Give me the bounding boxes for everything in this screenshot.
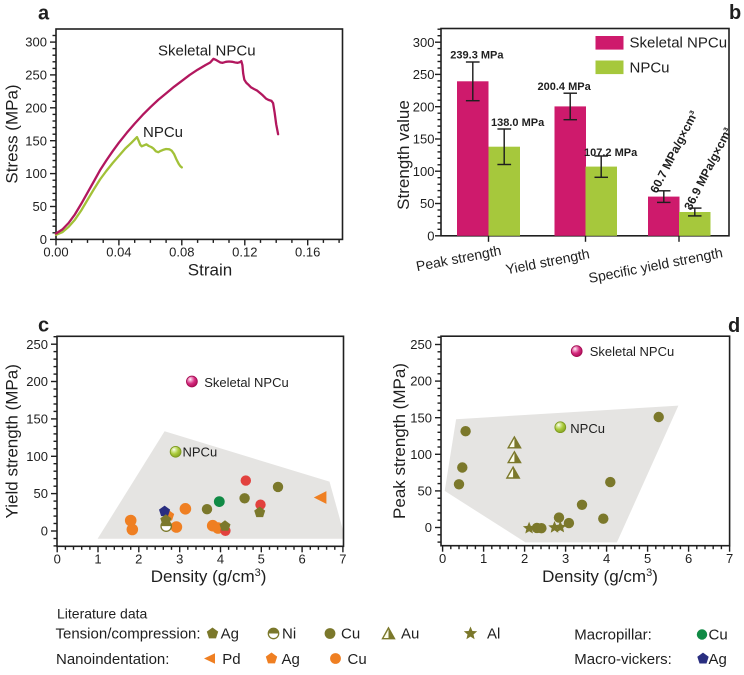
svg-text:150: 150 <box>413 132 435 147</box>
svg-text:2: 2 <box>135 552 142 567</box>
svg-text:Literature data: Literature data <box>57 606 147 622</box>
svg-text:107.2 MPa: 107.2 MPa <box>584 147 638 159</box>
svg-text:Skeletal NPCu: Skeletal NPCu <box>158 43 256 60</box>
svg-text:239.3 MPa: 239.3 MPa <box>450 50 504 62</box>
svg-text:Nanoindentation:: Nanoindentation: <box>56 651 169 668</box>
svg-text:200: 200 <box>410 374 432 389</box>
svg-text:0: 0 <box>40 232 47 247</box>
svg-text:Ag: Ag <box>221 626 239 643</box>
svg-text:50: 50 <box>420 196 434 211</box>
svg-text:Peak strength: Peak strength <box>415 242 503 274</box>
svg-text:Density (g/cm3): Density (g/cm3) <box>151 567 267 586</box>
svg-text:Yield strength (MPa): Yield strength (MPa) <box>3 364 22 518</box>
svg-text:Density (g/cm3): Density (g/cm3) <box>542 567 658 586</box>
svg-text:150: 150 <box>410 410 432 425</box>
svg-text:Al: Al <box>487 626 500 643</box>
svg-text:150: 150 <box>26 412 48 427</box>
svg-text:Strain: Strain <box>188 261 232 280</box>
svg-text:Skeletal NPCu: Skeletal NPCu <box>590 344 675 359</box>
svg-text:Tension/compression:: Tension/compression: <box>56 626 201 643</box>
svg-text:Macro-vickers:: Macro-vickers: <box>574 651 672 668</box>
svg-text:0.16: 0.16 <box>295 245 320 260</box>
svg-text:Cu: Cu <box>348 651 367 668</box>
svg-text:NPCu: NPCu <box>570 421 605 436</box>
svg-text:Skeletal NPCu: Skeletal NPCu <box>630 35 728 52</box>
svg-text:Ni: Ni <box>282 626 296 643</box>
svg-text:Au: Au <box>401 626 419 643</box>
svg-text:6: 6 <box>298 552 305 567</box>
svg-text:138.0 MPa: 138.0 MPa <box>491 117 545 129</box>
svg-text:Yield strength: Yield strength <box>504 245 591 277</box>
svg-text:250: 250 <box>410 337 432 352</box>
svg-text:50: 50 <box>34 486 48 501</box>
svg-text:0: 0 <box>427 228 434 243</box>
svg-text:200: 200 <box>26 374 48 389</box>
svg-text:200.4 MPa: 200.4 MPa <box>538 81 592 93</box>
svg-text:200: 200 <box>25 100 47 115</box>
svg-text:2: 2 <box>521 551 528 566</box>
svg-text:250: 250 <box>26 337 48 352</box>
svg-text:d: d <box>728 315 740 337</box>
svg-text:300: 300 <box>413 35 435 50</box>
svg-text:100: 100 <box>410 447 432 462</box>
svg-text:c: c <box>38 315 49 337</box>
svg-text:7: 7 <box>726 551 733 566</box>
svg-text:0.00: 0.00 <box>43 245 68 260</box>
svg-text:Strength value: Strength value <box>394 100 413 210</box>
svg-text:Cu: Cu <box>709 627 728 644</box>
svg-text:7: 7 <box>339 552 346 567</box>
svg-text:Ag: Ag <box>709 651 727 668</box>
svg-text:0.12: 0.12 <box>232 245 257 260</box>
svg-text:Cu: Cu <box>341 626 360 643</box>
svg-text:0: 0 <box>425 520 432 535</box>
svg-text:200: 200 <box>413 99 435 114</box>
svg-text:Stress (MPa): Stress (MPa) <box>3 84 22 183</box>
svg-text:150: 150 <box>25 133 47 148</box>
svg-text:36.9 MPa/g×cm³: 36.9 MPa/g×cm³ <box>681 125 735 212</box>
svg-text:0: 0 <box>54 552 61 567</box>
svg-text:0.08: 0.08 <box>169 245 194 260</box>
svg-text:4: 4 <box>217 552 224 567</box>
svg-text:50: 50 <box>418 484 432 499</box>
svg-text:0: 0 <box>439 551 446 566</box>
svg-text:Macropillar:: Macropillar: <box>574 627 652 644</box>
svg-text:NPCu: NPCu <box>143 124 183 141</box>
svg-text:0.04: 0.04 <box>106 245 131 260</box>
svg-text:0: 0 <box>41 524 48 539</box>
svg-text:Specific yield strength: Specific yield strength <box>587 244 724 286</box>
svg-text:6: 6 <box>685 551 692 566</box>
svg-text:250: 250 <box>413 67 435 82</box>
svg-text:NPCu: NPCu <box>183 445 218 460</box>
svg-text:a: a <box>38 3 50 25</box>
svg-text:100: 100 <box>26 449 48 464</box>
svg-text:Skeletal NPCu: Skeletal NPCu <box>204 375 289 390</box>
svg-text:Peak strength (MPa): Peak strength (MPa) <box>390 363 409 519</box>
svg-text:250: 250 <box>25 68 47 83</box>
svg-text:100: 100 <box>413 164 435 179</box>
svg-text:50: 50 <box>33 199 47 214</box>
svg-text:3: 3 <box>176 552 183 567</box>
svg-text:Pd: Pd <box>222 651 240 668</box>
svg-text:5: 5 <box>258 552 265 567</box>
svg-text:100: 100 <box>25 166 47 181</box>
svg-text:3: 3 <box>562 551 569 566</box>
svg-text:Ag: Ag <box>282 651 300 668</box>
svg-text:b: b <box>729 2 741 24</box>
svg-text:5: 5 <box>644 551 651 566</box>
svg-text:1: 1 <box>480 551 487 566</box>
svg-text:NPCu: NPCu <box>630 59 670 76</box>
svg-text:4: 4 <box>603 551 610 566</box>
svg-text:1: 1 <box>94 552 101 567</box>
svg-text:300: 300 <box>25 35 47 50</box>
